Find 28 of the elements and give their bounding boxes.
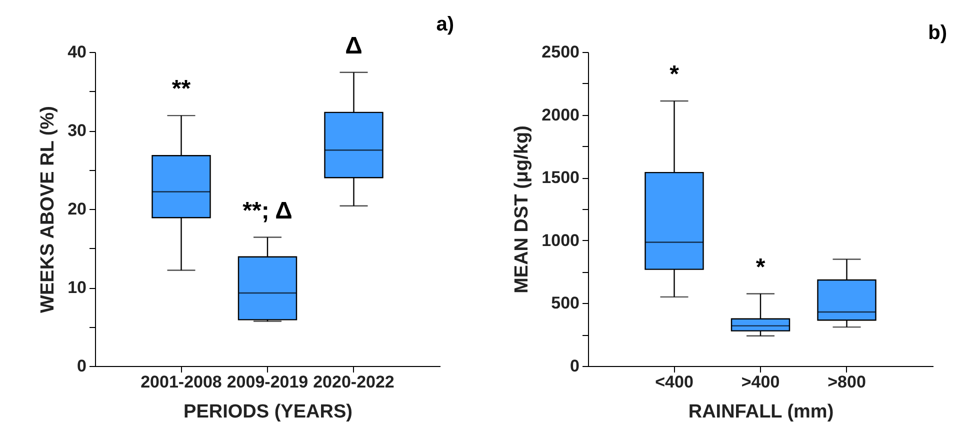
annotation: * — [756, 254, 766, 281]
x-tick-label: >800 — [828, 372, 866, 392]
text: a) — [436, 13, 454, 36]
y-tick-label: 1000 — [542, 230, 580, 250]
y-axis-title: WEEKS ABOVE RL (%) — [38, 106, 59, 313]
annotation: **; Δ — [242, 197, 292, 224]
y-tick-label: 2500 — [542, 42, 580, 62]
y-tick-label: 0 — [570, 356, 580, 376]
y-tick-label: 10 — [68, 278, 86, 297]
x-axis-title: RAINFALL (mm) — [688, 402, 834, 422]
y-axis-title: MEAN DST (μg/kg) — [512, 126, 533, 294]
y-tick-label: 500 — [551, 294, 580, 313]
annotation: Δ — [345, 32, 362, 60]
y-tick-label: 2000 — [542, 105, 580, 124]
x-tick-label: 2009-2019 — [226, 372, 308, 392]
text: b) — [928, 22, 947, 44]
annotation: ** — [172, 76, 192, 103]
y-tick-label: 30 — [68, 121, 86, 140]
x-tick-label: 2020-2022 — [313, 372, 394, 392]
x-tick-label: >400 — [741, 372, 780, 392]
x-tick-label: 2001-2008 — [140, 372, 222, 392]
y-tick-label: 40 — [68, 42, 86, 62]
y-tick-label: 0 — [77, 356, 86, 376]
x-axis-title: PERIODS (YEARS) — [184, 402, 352, 422]
y-tick-label: 20 — [68, 200, 86, 218]
annotation: * — [670, 60, 680, 88]
x-tick-label: <400 — [655, 372, 694, 392]
y-tick-label: 1500 — [542, 168, 580, 188]
